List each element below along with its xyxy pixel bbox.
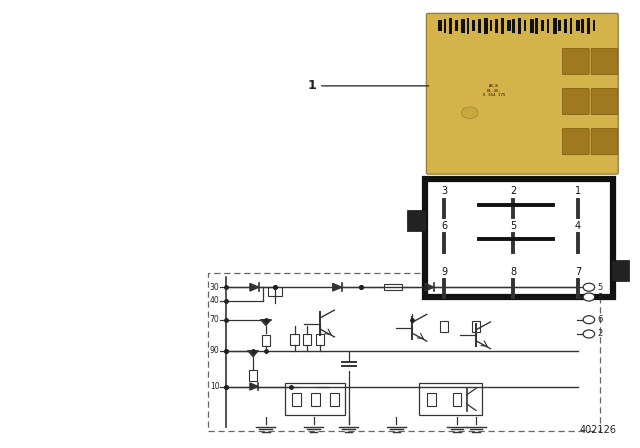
Circle shape	[583, 293, 595, 301]
Text: AS-K
61.35-
6 364 175: AS-K 61.35- 6 364 175	[483, 84, 506, 97]
Text: 402126: 402126	[579, 426, 616, 435]
Text: 3: 3	[441, 186, 447, 197]
Bar	[285, 383, 346, 415]
Bar	[558, 20, 561, 31]
Bar	[268, 287, 282, 296]
Bar	[262, 335, 270, 346]
Polygon shape	[250, 284, 259, 291]
Text: 2: 2	[598, 329, 603, 339]
Bar	[478, 19, 481, 33]
Circle shape	[583, 316, 595, 324]
Bar	[587, 17, 589, 34]
Bar	[444, 19, 446, 33]
Bar	[490, 20, 492, 31]
FancyBboxPatch shape	[426, 13, 618, 174]
Bar	[524, 20, 527, 31]
Circle shape	[461, 107, 478, 119]
Bar	[291, 334, 299, 345]
Bar	[518, 17, 521, 34]
Bar	[455, 20, 458, 31]
Bar	[495, 19, 498, 33]
Bar	[547, 19, 549, 33]
Bar	[311, 393, 320, 406]
Bar	[564, 19, 566, 33]
Bar	[425, 180, 613, 297]
Bar	[419, 383, 483, 415]
Text: 8: 8	[598, 293, 604, 302]
Polygon shape	[248, 351, 258, 357]
Polygon shape	[250, 383, 258, 390]
Bar	[507, 20, 511, 31]
Bar	[385, 284, 402, 290]
Text: 6: 6	[441, 221, 447, 231]
Bar	[303, 334, 312, 345]
Bar	[581, 19, 584, 33]
Text: 9: 9	[441, 267, 447, 276]
Circle shape	[583, 330, 595, 338]
Text: 1: 1	[575, 186, 581, 197]
Bar	[427, 393, 436, 406]
FancyBboxPatch shape	[563, 129, 589, 155]
Text: 5: 5	[598, 283, 603, 292]
Polygon shape	[261, 320, 271, 326]
Polygon shape	[333, 284, 342, 291]
Bar	[316, 334, 324, 345]
Bar	[298, 383, 316, 389]
FancyBboxPatch shape	[591, 129, 618, 155]
Text: 8: 8	[511, 267, 516, 276]
Bar	[575, 20, 580, 31]
Text: 90: 90	[210, 346, 220, 355]
Bar	[449, 17, 452, 34]
Bar	[484, 17, 488, 34]
Bar	[513, 19, 515, 33]
Bar	[461, 19, 465, 33]
Text: 30: 30	[210, 283, 220, 292]
Circle shape	[583, 283, 595, 291]
FancyBboxPatch shape	[563, 88, 589, 115]
FancyBboxPatch shape	[591, 48, 618, 74]
Bar	[552, 17, 557, 34]
Bar	[292, 393, 301, 406]
Bar	[570, 17, 572, 34]
Bar	[467, 17, 469, 34]
Bar	[209, 273, 600, 431]
Bar	[438, 20, 442, 31]
Text: 70: 70	[210, 315, 220, 324]
Bar	[593, 20, 595, 31]
Bar	[536, 17, 538, 34]
FancyBboxPatch shape	[563, 48, 589, 74]
Text: 6: 6	[598, 315, 604, 324]
Bar	[407, 210, 426, 231]
FancyBboxPatch shape	[591, 88, 618, 115]
Text: 10: 10	[210, 382, 220, 391]
Text: 4: 4	[575, 221, 581, 231]
Bar	[452, 393, 461, 406]
Text: 2: 2	[510, 186, 516, 197]
Bar	[611, 259, 629, 281]
Bar	[249, 370, 257, 381]
Bar	[440, 321, 449, 332]
Text: 1: 1	[307, 79, 429, 92]
Bar	[501, 17, 504, 34]
Polygon shape	[425, 284, 434, 291]
Bar	[541, 20, 543, 31]
Bar	[472, 321, 480, 332]
Text: 40: 40	[210, 296, 220, 305]
Bar	[330, 393, 339, 406]
Text: 7: 7	[575, 267, 581, 276]
Text: 5: 5	[510, 221, 516, 231]
Bar	[530, 19, 534, 33]
Bar	[472, 20, 475, 31]
